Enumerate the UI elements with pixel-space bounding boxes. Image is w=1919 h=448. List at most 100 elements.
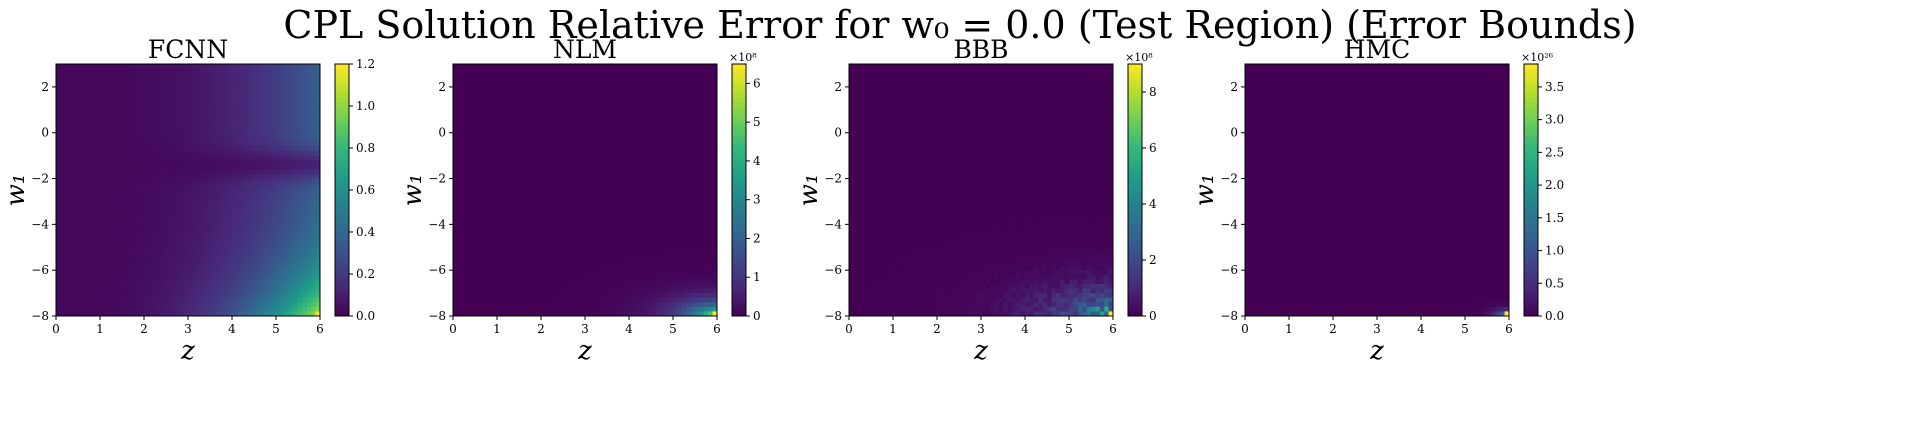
- heatmap-cell: [82, 201, 88, 207]
- heatmap-cell: [571, 283, 577, 290]
- heatmap-cell: [541, 128, 546, 134]
- heatmap-cell: [170, 173, 176, 180]
- heatmap-cell: [100, 155, 105, 161]
- heatmap-cell: [306, 187, 312, 193]
- heatmap-cell: [82, 73, 88, 79]
- heatmap-cell: [298, 118, 303, 125]
- heatmap-cell: [549, 306, 555, 312]
- heatmap-cell: [192, 151, 198, 157]
- heatmap-cell: [91, 173, 97, 180]
- heatmap-cell: [113, 261, 119, 267]
- heatmap-cell: [148, 123, 154, 129]
- heatmap-cell: [510, 192, 516, 198]
- heatmap-cell: [536, 137, 542, 143]
- heatmap-cell: [113, 311, 119, 317]
- heatmap-cell: [60, 288, 66, 294]
- heatmap-cell: [130, 183, 136, 189]
- heatmap-cell: [174, 68, 180, 74]
- heatmap-cell: [166, 215, 171, 221]
- heatmap-cell: [214, 160, 220, 166]
- heatmap-cell: [60, 64, 66, 70]
- heatmap-cell: [483, 73, 489, 79]
- heatmap-cell: [457, 297, 463, 303]
- heatmap-cell: [95, 256, 101, 262]
- heatmap-cell: [117, 297, 123, 303]
- heatmap-cell: [227, 169, 233, 175]
- heatmap-cell: [461, 151, 467, 157]
- heatmap-cell: [315, 187, 321, 193]
- heatmap-cell: [488, 169, 494, 175]
- heatmap-cell: [196, 96, 202, 102]
- heatmap-cell: [161, 311, 167, 317]
- heatmap-cell: [293, 73, 299, 79]
- heatmap-cell: [254, 297, 259, 303]
- heatmap-cell: [56, 86, 61, 92]
- heatmap-cell: [311, 297, 317, 303]
- heatmap-cell: [457, 128, 463, 134]
- heatmap-cell: [122, 164, 127, 170]
- heatmap-cell: [475, 128, 480, 134]
- heatmap-cell: [549, 210, 555, 216]
- heatmap-cell: [519, 146, 524, 152]
- heatmap-cell: [240, 302, 246, 308]
- heatmap-cell: [91, 82, 97, 88]
- heatmap-cell: [135, 215, 141, 221]
- heatmap-cell: [130, 201, 136, 207]
- heatmap-cell: [258, 311, 264, 317]
- heatmap-cell: [545, 261, 551, 267]
- heatmap-cell: [483, 302, 489, 308]
- heatmap-cell: [298, 68, 303, 74]
- heatmap-cell: [457, 238, 463, 244]
- heatmap-cell: [86, 265, 92, 271]
- heatmap-cell: [475, 187, 480, 193]
- heatmap-cell: [188, 293, 193, 299]
- heatmap-cell: [240, 160, 246, 166]
- heatmap-cell: [126, 100, 132, 106]
- heatmap-cell: [492, 270, 498, 276]
- heatmap-cell: [563, 206, 568, 212]
- heatmap-cell: [519, 311, 524, 317]
- heatmap-cell: [483, 155, 489, 161]
- heatmap-cell: [122, 311, 127, 317]
- heatmap-cell: [73, 68, 79, 74]
- heatmap-cell: [166, 293, 171, 299]
- heatmap-cell: [64, 283, 70, 290]
- heatmap-cell: [179, 288, 185, 294]
- heatmap-cell: [122, 123, 127, 129]
- heatmap-cell: [95, 77, 101, 83]
- heatmap-cell: [104, 187, 110, 193]
- heatmap-cell: [315, 210, 321, 216]
- heatmap-cell: [519, 261, 524, 267]
- heatmap-cell: [532, 196, 538, 202]
- heatmap-cell: [298, 297, 303, 303]
- heatmap-cell: [289, 219, 295, 225]
- heatmap-cell: [108, 114, 114, 120]
- heatmap-cell: [576, 160, 582, 166]
- colorbar-segment: [335, 80, 349, 86]
- heatmap-cell: [298, 279, 303, 285]
- heatmap-cell: [117, 233, 123, 239]
- heatmap-cell: [576, 141, 582, 147]
- heatmap-cell: [289, 201, 295, 207]
- heatmap-cell: [126, 247, 132, 253]
- heatmap-cell: [276, 141, 281, 147]
- heatmap-cell: [536, 233, 542, 239]
- heatmap-cell: [139, 86, 145, 92]
- heatmap-cell: [218, 274, 224, 280]
- colorbar-tick-label: 0.8: [356, 141, 375, 155]
- heatmap-cell: [284, 109, 290, 115]
- heatmap-cell: [60, 155, 66, 161]
- heatmap-cell: [122, 247, 127, 253]
- heatmap-cell: [218, 178, 224, 184]
- heatmap-cell: [514, 196, 520, 202]
- heatmap-cell: [306, 256, 312, 262]
- heatmap-cell: [240, 210, 246, 216]
- heatmap-cell: [461, 64, 467, 70]
- heatmap-cell: [148, 109, 154, 115]
- heatmap-cell: [519, 141, 524, 147]
- heatmap-cell: [532, 155, 538, 161]
- heatmap-cell: [536, 224, 542, 230]
- heatmap-cell: [254, 215, 259, 221]
- heatmap-cell: [461, 77, 467, 83]
- heatmap-cell: [541, 210, 546, 216]
